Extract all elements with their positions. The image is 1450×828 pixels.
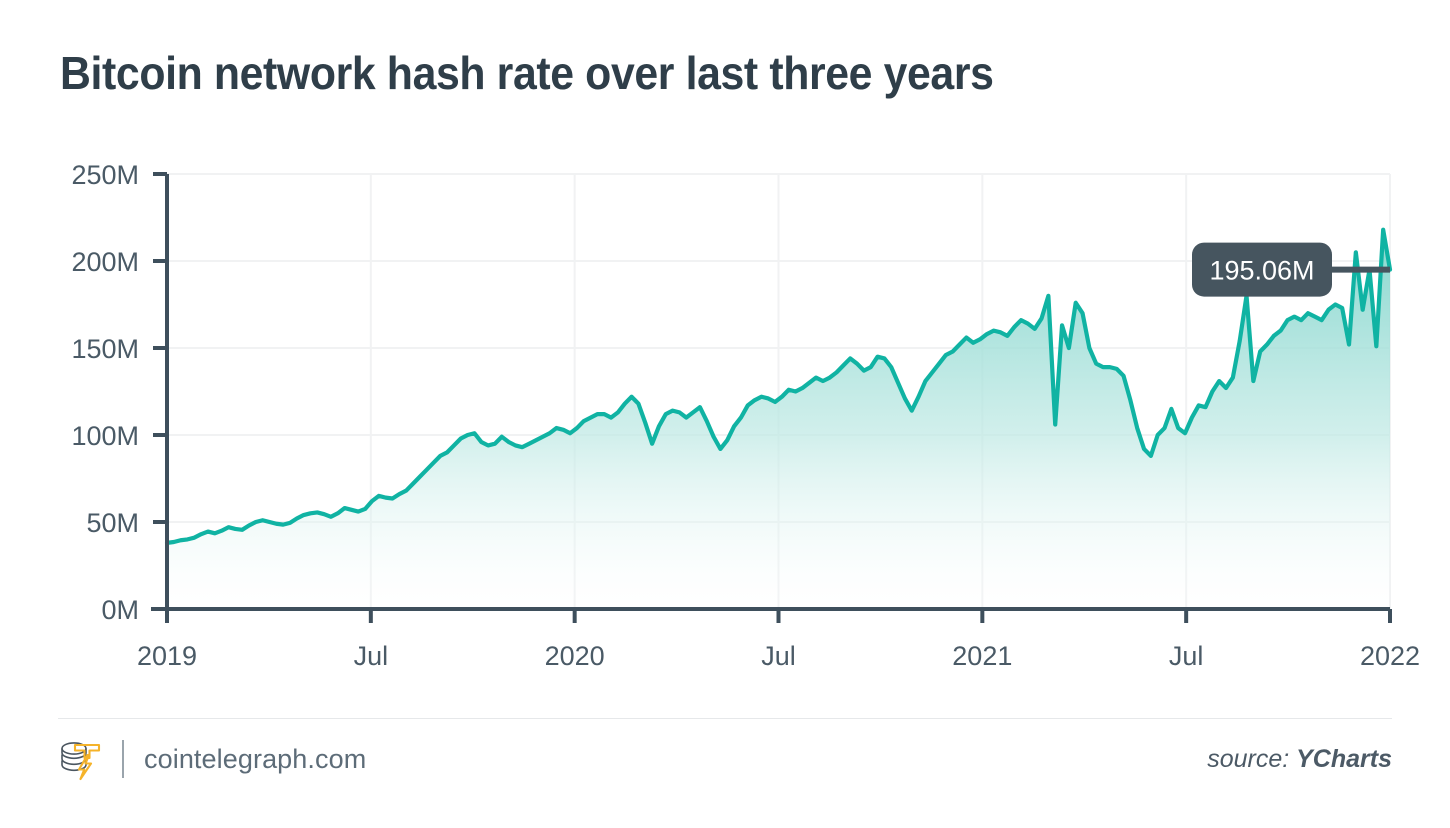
footer-source: source: YCharts <box>1207 745 1392 774</box>
vertical-divider-icon <box>122 740 124 778</box>
source-name-label: YCharts <box>1296 745 1392 773</box>
chart-footer: cointelegraph.com source: YCharts <box>0 718 1450 828</box>
x-tick-label: Jul <box>354 641 389 671</box>
x-axis-tick-labels: 2019 Jul 2020 Jul 2021 Jul 2022 <box>137 641 1420 671</box>
x-tick-label: 2022 <box>1360 641 1420 671</box>
y-axis-tick-labels: 0M 50M 100M 150M 200M 250M <box>71 160 139 625</box>
footer-divider-rule <box>58 718 1392 719</box>
callout-bubble[interactable] <box>1192 242 1332 297</box>
callout-value-label: 195.06M <box>1209 256 1314 286</box>
x-tick-label: Jul <box>1169 641 1204 671</box>
y-tick-label: 250M <box>71 160 139 190</box>
x-tick-label: Jul <box>761 641 796 671</box>
footer-branding: cointelegraph.com <box>58 736 366 782</box>
x-tick-label: 2021 <box>952 641 1012 671</box>
source-prefix-label: source: <box>1207 745 1297 773</box>
y-tick-label: 200M <box>71 247 139 277</box>
data-line <box>164 227 1393 545</box>
y-tick-label: 0M <box>101 595 139 625</box>
axis-lines <box>151 172 1392 623</box>
x-tick-label: 2019 <box>137 641 197 671</box>
y-tick-label: 150M <box>71 334 139 364</box>
value-callout[interactable]: 195.06M <box>1192 242 1390 297</box>
x-tick-label: 2020 <box>545 641 605 671</box>
page-title: Bitcoin network hash rate over last thre… <box>60 47 994 99</box>
y-tick-label: 50M <box>86 508 139 538</box>
footer-site-label[interactable]: cointelegraph.com <box>144 743 367 774</box>
y-tick-label: 100M <box>71 421 139 451</box>
cointelegraph-logo-icon <box>58 736 102 782</box>
